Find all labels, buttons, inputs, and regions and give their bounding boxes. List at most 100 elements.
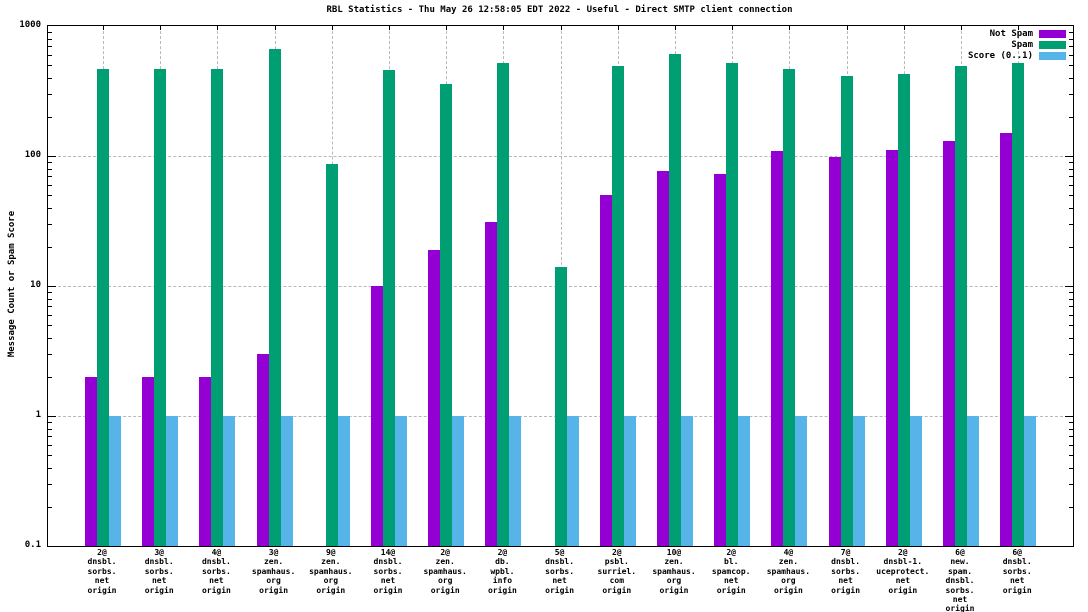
y-axis-minor-tick [48,467,52,469]
x-category-label-line: zen. [664,557,684,567]
y-axis-minor-tick [48,93,52,95]
y-axis-minor-tick [48,376,52,378]
x-category-label-line: net [209,576,224,586]
y-axis-minor-tick [48,31,52,33]
y-axis-major-tick [48,156,56,157]
x-category-label-line: sorbs. [545,566,575,576]
bar-spam [268,49,281,546]
y-axis-minor-tick [48,195,52,197]
x-axis-tick [1018,26,1020,30]
x-category-label-line: org [666,576,682,586]
x-category-label-line: new. [950,557,970,567]
x-axis-tick [503,26,505,30]
x-axis-tick [789,26,791,30]
bar-not-spam [1000,133,1013,546]
y-axis-minor-tick [1069,223,1073,225]
x-axis-tick [274,26,276,30]
x-axis-tick [617,26,619,30]
bar-spam [726,62,739,546]
bar-not-spam [485,222,498,546]
bar-score-0-1 [452,416,465,546]
x-category-label-line: net [895,576,911,586]
bar-not-spam [199,376,212,546]
x-category-label: 2@ dnsbl-1. uceprotect. net origin [873,548,933,595]
x-category-label-line: sorbs. [1002,566,1032,576]
bar-not-spam [771,150,784,546]
x-category-label-line: sorbs. [373,566,403,576]
x-category-label-line: origin [888,585,918,595]
y-axis-minor-tick [48,65,52,67]
y-axis-minor-tick [1069,65,1073,67]
x-category-label-line: dnsbl. [1002,557,1032,567]
x-category-label-line: origin [831,585,861,595]
x-category-label-line: 6@ [955,548,965,557]
x-category-label-line: zen. [321,557,341,567]
y-tick-label: 0.1 [24,540,41,550]
y-axis-minor-tick [48,291,52,293]
x-axis-tick [160,26,162,30]
x-category-label-line: sorbs. [201,566,231,576]
x-category-label-line: uceprotect. [876,566,930,576]
legend-item: Spam [968,39,1066,50]
bar-score-0-1 [337,416,350,546]
x-category-label-line: 5@ [554,548,565,557]
x-category-label-line: 2@ [497,548,508,557]
x-category-label-line: dnsbl. [144,557,174,567]
x-category-label: 10@ zen. spamhaus. org origin [644,548,704,595]
x-category-label-line: surriel. [597,566,637,576]
x-category-label-line: sorbs. [144,566,174,576]
y-axis-minor-tick [48,161,52,163]
bar-spam [154,68,167,546]
x-category-label: 4@ dnsbl. sorbs. net origin [186,548,246,595]
bar-not-spam [943,140,955,546]
x-category-label-line: bl. [723,557,739,567]
bar-score-0-1 [623,416,636,546]
y-axis-minor-tick [1069,291,1073,293]
x-axis-tick [389,26,390,30]
x-category-label-line: zen. [435,557,455,567]
bar-spam [325,163,338,546]
y-axis-minor-tick [1069,353,1073,355]
y-axis-minor-tick [48,455,52,457]
y-tick-label: 1000 [19,20,41,30]
x-category-label: 2@ zen. spamhaus. org origin [415,548,475,595]
y-axis-minor-tick [48,246,52,248]
x-category-label-line: info [492,576,513,586]
bar-score-0-1 [852,416,865,546]
x-category-label: 2@ db. wpbl. info origin [472,548,532,595]
bar-score-0-1 [109,416,121,546]
x-category-label-line: origin [373,585,403,595]
bar-spam [955,66,967,546]
bar-spam [497,62,510,546]
y-axis-minor-tick [1069,337,1073,339]
y-axis-minor-tick [48,428,52,430]
x-category-label-line: 2@ [97,548,107,557]
x-category-label-line: sorbs. [831,566,861,576]
x-category-label-line: origin [716,585,746,595]
x-category-label-line: 2@ [611,548,622,557]
y-axis-minor-tick [1069,246,1073,248]
legend-swatch [1039,51,1066,60]
y-axis-minor-tick [1069,483,1073,485]
x-category-label-line: origin [773,585,803,595]
x-category-label-line: 4@ [211,548,222,557]
x-category-label: 2@ bl. spamcop. net origin [701,548,761,595]
y-axis-minor-tick [48,314,52,316]
y-axis-minor-tick [1069,298,1073,300]
y-axis-minor-tick [1069,207,1073,209]
bar-score-0-1 [395,416,407,546]
x-category-label-line: origin [87,585,117,595]
bar-not-spam [142,376,155,546]
x-category-label: 7@ dnsbl. sorbs. net origin [816,548,876,595]
bar-spam [897,73,910,546]
x-category-label-line: spamhaus. [309,566,353,576]
y-axis-minor-tick [48,506,52,508]
x-category-label-line: net [723,576,739,586]
y-tick-label: 100 [24,150,41,160]
x-category-label-line: org [781,576,796,586]
y-axis-minor-tick [48,176,52,178]
y-axis-minor-tick [48,325,52,327]
x-category-label-line: 14@ [380,548,396,557]
y-axis-minor-tick [1069,444,1073,446]
y-axis-minor-tick [48,54,52,56]
